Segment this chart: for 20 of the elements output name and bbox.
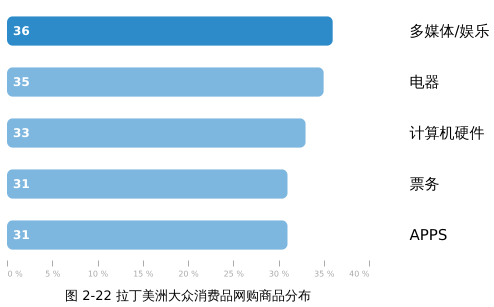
x-tick-label: 20 %	[178, 270, 200, 278]
data-label: 35	[13, 74, 30, 89]
x-tick-label: 5 %	[45, 270, 61, 278]
data-label: 36	[13, 24, 30, 38]
data-label: 31	[13, 177, 30, 192]
data-label: 31	[13, 228, 30, 242]
x-tick-label: 30 %	[268, 270, 290, 278]
data-label: 33	[13, 126, 30, 140]
y-tick-label: 票务	[410, 175, 440, 194]
x-tick-label: 15 %	[133, 270, 154, 278]
x-tick-label: 10 %	[88, 270, 109, 278]
y-tick-label: APPS	[410, 226, 448, 244]
x-tick-label: 0 %	[8, 270, 24, 278]
y-tick-label: 多媒体/娱乐	[410, 22, 490, 40]
y-tick-label: 电器	[410, 72, 440, 91]
x-tick-label: 35 %	[314, 270, 335, 278]
y-tick-label: 计算机硬件	[410, 124, 484, 142]
x-tick-label: 25 %	[224, 270, 244, 278]
text: 图 2-22 拉丁美洲大众消费品网购商品分布	[65, 288, 311, 304]
x-tick-label: 40 %	[349, 270, 370, 278]
